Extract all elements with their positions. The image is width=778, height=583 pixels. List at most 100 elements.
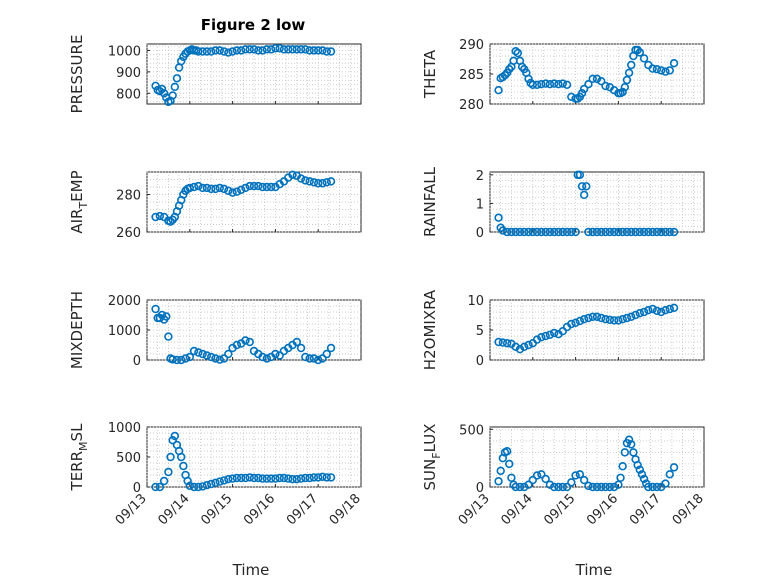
data-point: [279, 45, 289, 54]
data-point: [177, 355, 186, 365]
data-point: [609, 482, 619, 492]
data-point: [292, 45, 301, 54]
data-point: [618, 462, 627, 471]
data-point: [648, 482, 657, 492]
data-point: [155, 482, 165, 492]
x-tick-label: 09/14: [499, 491, 536, 528]
y-axis-label: TERRMSL: [68, 423, 90, 492]
data-point: [172, 74, 182, 83]
data-point: [309, 178, 319, 187]
data-point: [254, 46, 263, 55]
data-point: [159, 476, 169, 486]
data-point: [266, 474, 276, 483]
data-point: [545, 79, 555, 89]
data-point: [168, 355, 177, 364]
data-point: [151, 482, 160, 492]
data-point: [322, 178, 331, 187]
data-point: [661, 227, 670, 237]
data-point: [644, 227, 653, 237]
data-point: [151, 212, 160, 222]
data-point: [648, 304, 657, 314]
data-point: [665, 227, 674, 237]
data-point: [185, 352, 195, 362]
subplot-rainfall: 0 1 2 RAINFALL: [421, 166, 705, 241]
data-point: [207, 184, 216, 194]
data-point: [579, 315, 589, 324]
data-point: [558, 327, 567, 336]
data-point: [228, 474, 237, 483]
subplot-mixdepth: 0 1000 2000 MIXDEPTH: [68, 291, 362, 369]
data-point: [605, 482, 615, 492]
data-point: [635, 48, 644, 57]
x-tick-label: 09/17: [627, 491, 664, 528]
data-point: [520, 482, 529, 492]
data-point: [584, 313, 593, 323]
data-point: [159, 89, 169, 98]
data-point: [254, 181, 263, 191]
x-axis-label-left: Time: [232, 561, 270, 579]
data-point: [597, 76, 606, 86]
data-point: [652, 482, 662, 492]
data-point: [579, 190, 589, 200]
data-point: [669, 303, 679, 312]
data-point: [262, 45, 272, 54]
data-point: [202, 183, 212, 193]
data-point: [575, 316, 585, 326]
data-point: [249, 45, 259, 54]
data-point: [318, 354, 327, 363]
data-point: [575, 470, 585, 479]
data-point: [635, 465, 644, 474]
data-point: [266, 182, 276, 192]
data-point: [567, 478, 576, 487]
data-point: [614, 316, 623, 325]
data-point: [301, 176, 310, 185]
data-point: [558, 482, 567, 492]
data-point: [562, 482, 572, 492]
data-point: [622, 75, 632, 85]
data-point: [164, 332, 173, 341]
y-tick-label: 10: [467, 294, 484, 309]
data-point: [627, 227, 636, 237]
y-tick-label: 0: [133, 354, 141, 369]
data-point: [494, 213, 503, 222]
data-point: [228, 47, 237, 56]
data-point: [170, 82, 180, 92]
data-point: [622, 313, 632, 323]
data-point: [162, 312, 171, 321]
data-point: [541, 227, 550, 237]
data-point: [245, 473, 254, 482]
data-point: [588, 227, 597, 237]
data-point: [301, 45, 310, 54]
data-point: [232, 473, 242, 483]
data-point: [494, 85, 503, 95]
data-point: [571, 471, 580, 480]
data-point: [644, 482, 653, 492]
data-point: [185, 481, 195, 490]
x-tick-label: 09/18: [670, 491, 707, 528]
data-point: [194, 181, 203, 191]
data-point: [528, 475, 537, 485]
data-point: [620, 448, 630, 457]
data-point: [202, 351, 212, 360]
y-tick-label: 280: [116, 189, 141, 204]
data-point: [627, 312, 636, 321]
data-point: [656, 66, 666, 75]
data-point: [151, 304, 160, 314]
data-point: [207, 352, 216, 362]
data-point: [588, 74, 597, 84]
data-point: [271, 44, 280, 53]
x-tick-label: 09/13: [113, 491, 150, 528]
data-point: [627, 60, 636, 70]
data-point: [215, 46, 224, 55]
data-point: [665, 470, 674, 479]
data-point: [219, 354, 229, 363]
data-point: [198, 47, 207, 56]
data-point: [181, 354, 190, 363]
data-point: [571, 227, 580, 237]
data-point: [567, 319, 576, 329]
data-point: [549, 328, 559, 338]
data-point: [502, 227, 512, 237]
data-point: [618, 315, 627, 324]
data-point: [296, 343, 306, 353]
data-point: [665, 304, 674, 314]
